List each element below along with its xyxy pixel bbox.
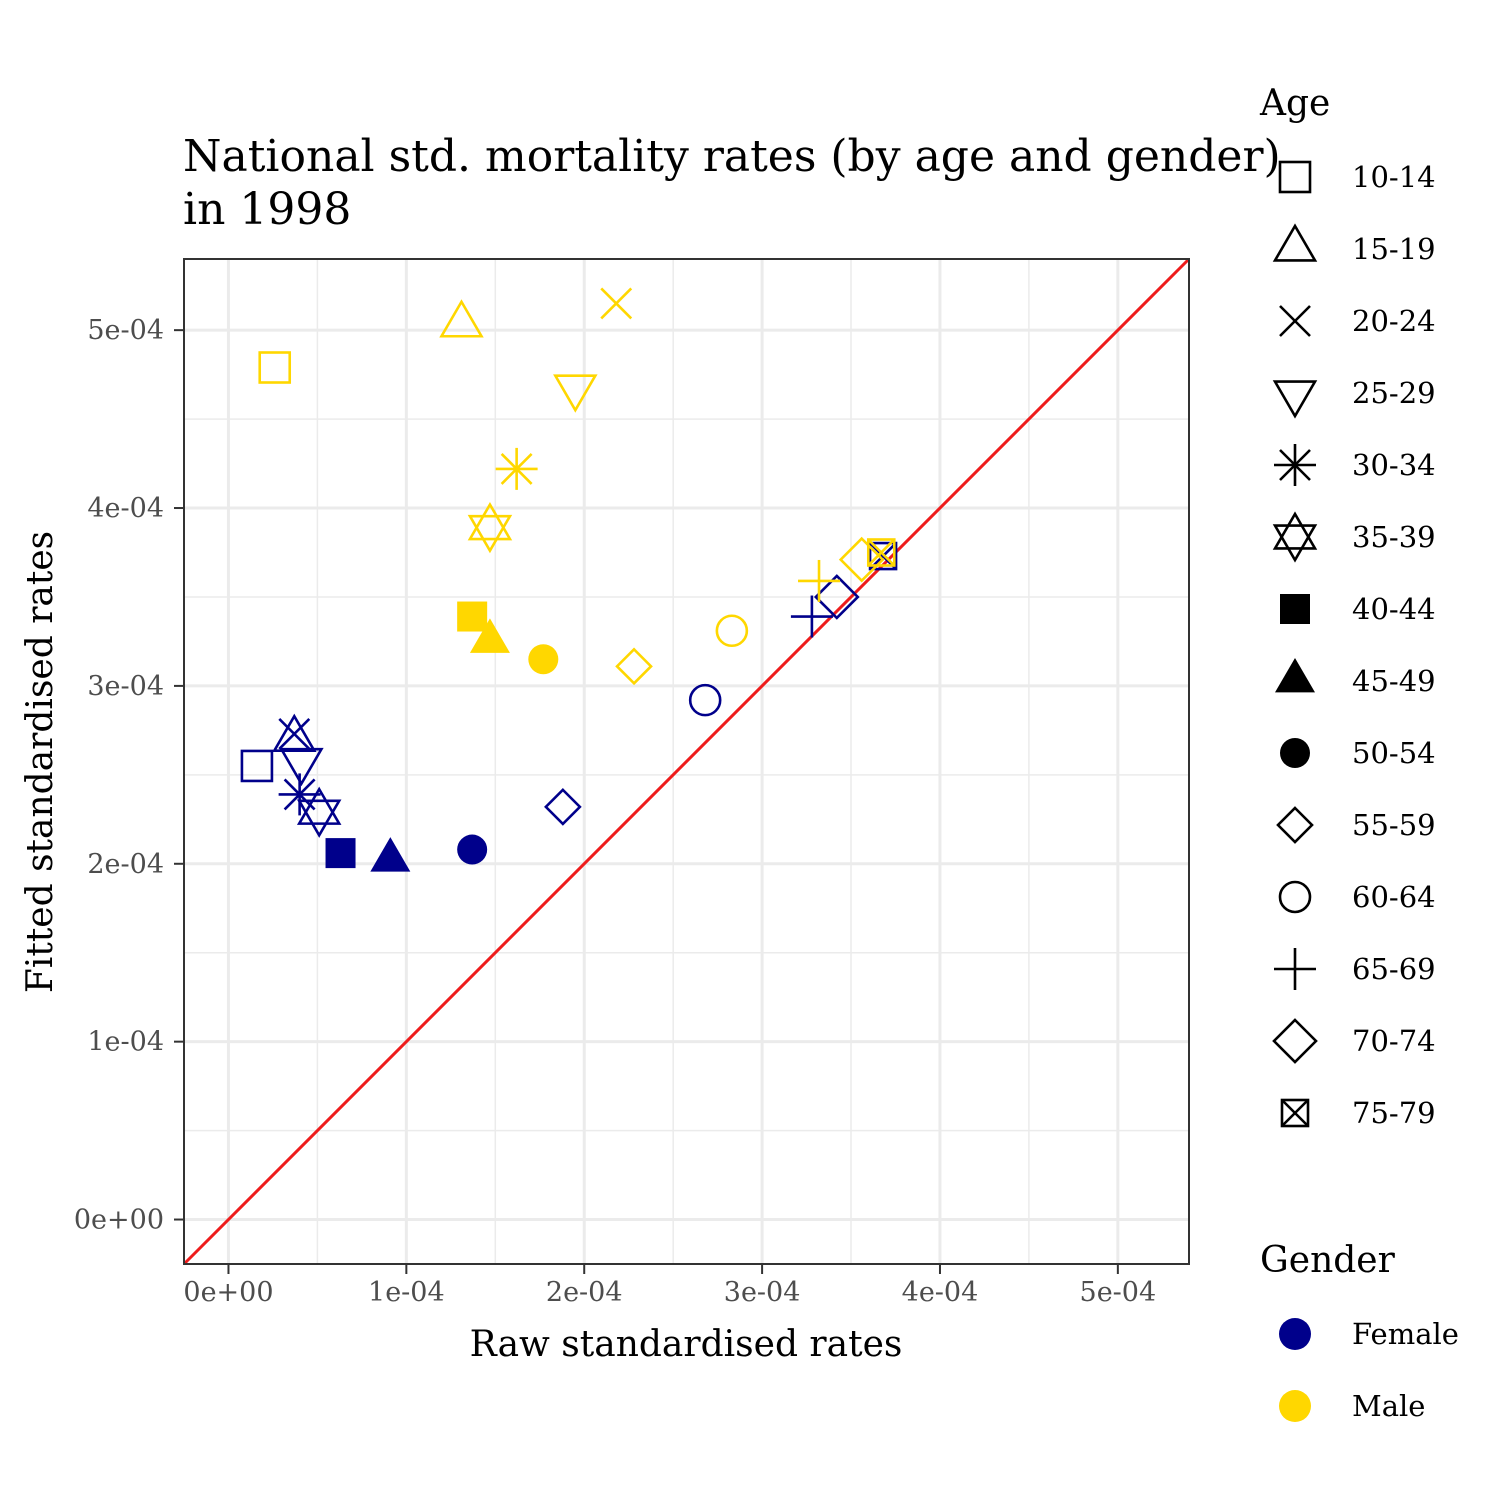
legend-key-50-54 <box>1280 738 1310 768</box>
grid <box>184 259 1189 1264</box>
legend-label-gender: Female <box>1352 1317 1459 1351</box>
data-points <box>240 287 898 872</box>
y-tick-label: 0e+00 <box>74 1205 164 1236</box>
legend-key-60-64 <box>1278 880 1312 914</box>
point-female-55-59 <box>544 788 582 826</box>
point-male-60-64 <box>715 614 749 648</box>
legend-label-age: 55-59 <box>1352 808 1436 842</box>
x-tick-label: 3e-04 <box>724 1277 801 1308</box>
legend-label-age: 70-74 <box>1352 1024 1436 1058</box>
x-tick-label: 1e-04 <box>368 1277 445 1308</box>
y-tick-label: 4e-04 <box>87 493 164 524</box>
axes: 0e+00 1e-04 2e-04 3e-04 4e-04 5e-04 0e+00 1e-04… <box>74 315 1156 1308</box>
x-tick-label: 0e+00 <box>183 1277 273 1308</box>
legend-key-female <box>1279 1318 1311 1350</box>
x-tick-label: 5e-04 <box>1080 1277 1157 1308</box>
legend-label-age: 60-64 <box>1352 880 1436 914</box>
y-axis-title: Fitted standardised rates <box>20 531 61 993</box>
y-tick-label: 2e-04 <box>87 849 164 880</box>
legend-label-age: 45-49 <box>1352 664 1436 698</box>
point-female-70-74 <box>813 574 860 620</box>
legend-key-45-49 <box>1275 657 1315 693</box>
legend-key-65-69 <box>1274 948 1316 990</box>
legend-key-75-79 <box>1280 1098 1310 1128</box>
point-male-10-14 <box>258 351 292 384</box>
legend-label-gender: Male <box>1352 1389 1425 1423</box>
y-tick-label: 5e-04 <box>87 315 164 346</box>
reference-line-layer <box>182 257 1191 1266</box>
legend-key-male <box>1279 1390 1311 1422</box>
chart-subtitle: in 1998 <box>183 184 351 235</box>
gender-legend: Gender Female Male <box>1260 1240 1459 1423</box>
point-female-30-34 <box>278 773 321 816</box>
plot-panel-border <box>183 258 1190 1265</box>
point-male-65-69 <box>798 559 841 602</box>
legend-label-age: 20-24 <box>1352 304 1436 338</box>
point-female-10-14 <box>240 749 274 783</box>
legend-label-age: 15-19 <box>1352 232 1436 266</box>
age-legend: Age 10-14 15-19 20-24 25-29 30-34 35-39 40-44 4… <box>1259 83 1436 1130</box>
legend-key-30-34 <box>1274 444 1316 486</box>
legend-label-age: 10-14 <box>1352 160 1436 194</box>
point-male-25-29 <box>553 374 598 413</box>
point-female-20-24 <box>278 718 311 750</box>
legend-label-age: 25-29 <box>1352 376 1436 410</box>
legend-label-age: 30-34 <box>1352 448 1436 482</box>
point-female-60-64 <box>688 683 722 717</box>
identity-line <box>182 257 1191 1266</box>
point-male-40-44 <box>457 601 488 632</box>
legend-key-25-29 <box>1272 380 1318 419</box>
point-male-55-59 <box>615 647 653 686</box>
point-male-30-34 <box>495 447 538 490</box>
point-male-75-79 <box>866 538 896 567</box>
chart-title: National std. mortality rates (by age an… <box>183 131 1281 182</box>
age-legend-title: Age <box>1259 83 1330 124</box>
point-male-45-49 <box>469 618 510 653</box>
point-male-15-19 <box>439 299 484 338</box>
legend-label-age: 65-69 <box>1352 952 1436 986</box>
legend-key-15-19 <box>1272 223 1318 262</box>
gender-legend-title: Gender <box>1260 1240 1396 1281</box>
point-female-35-39 <box>296 786 342 838</box>
legend-label-age: 35-39 <box>1352 520 1436 554</box>
point-male-70-74 <box>838 536 885 583</box>
legend-key-40-44 <box>1280 594 1310 624</box>
legend-key-55-59 <box>1276 806 1314 844</box>
legend-label-age: 50-54 <box>1352 736 1436 770</box>
y-tick-label: 1e-04 <box>87 1027 164 1058</box>
legend-label-age: 40-44 <box>1352 592 1436 626</box>
point-female-50-54 <box>457 834 488 865</box>
point-female-65-69 <box>790 595 833 638</box>
x-tick-label: 4e-04 <box>902 1277 979 1308</box>
y-tick-label: 3e-04 <box>87 671 164 702</box>
legend-label-age: 75-79 <box>1352 1096 1436 1130</box>
point-female-40-44 <box>325 838 356 869</box>
legend-key-20-24 <box>1279 305 1311 337</box>
x-tick-label: 2e-04 <box>546 1277 623 1308</box>
point-male-50-54 <box>528 644 559 675</box>
legend-key-70-74 <box>1272 1018 1318 1064</box>
point-male-35-39 <box>467 501 513 554</box>
point-male-20-24 <box>600 287 633 320</box>
x-axis-title: Raw standardised rates <box>470 1324 903 1365</box>
point-female-45-49 <box>370 837 411 872</box>
legend-key-10-14 <box>1278 160 1312 194</box>
legend-key-35-39 <box>1272 511 1318 563</box>
point-female-15-19 <box>272 713 317 752</box>
point-female-25-29 <box>279 747 324 787</box>
